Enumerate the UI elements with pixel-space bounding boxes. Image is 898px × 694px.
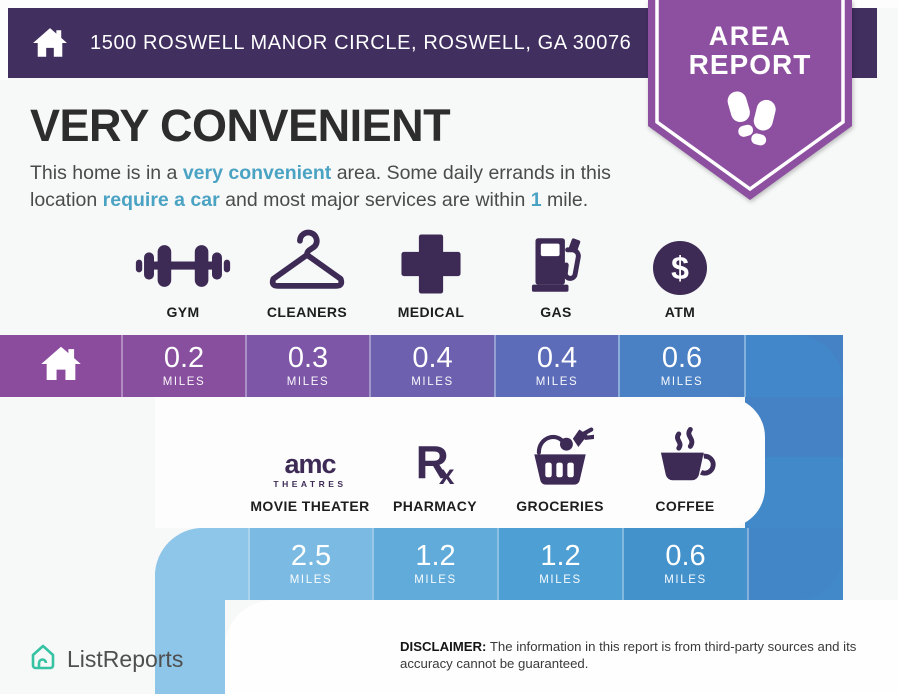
medical-cross-icon [400, 232, 462, 295]
highlight-require-a-car: require a car [102, 188, 220, 211]
badge-line-report: REPORT [688, 49, 812, 81]
footer-panel [225, 600, 898, 694]
distance-value: 1.2 [415, 540, 456, 572]
service-gas: GAS [494, 232, 618, 320]
area-report-badge: AREA REPORT [648, 0, 852, 202]
badge-line-area: AREA [708, 21, 792, 51]
disclaimer-label: DISCLAIMER: [400, 639, 487, 654]
badge-title: AREA REPORT [648, 22, 852, 79]
distance-unit: MILES [539, 574, 582, 586]
distance-bar-row1: 0.2 MILES 0.3 MILES 0.4 MILES 0.4 MILES … [0, 335, 843, 397]
distance-value: 0.6 [665, 540, 706, 572]
amc-logo-main: amc [284, 449, 336, 479]
page-title: VERY CONVENIENT [30, 100, 451, 151]
distance-segment: 0.4 MILES [494, 335, 618, 397]
service-label: GAS [540, 304, 572, 320]
property-address: 1500 ROSWELL MANOR CIRCLE, ROSWELL, GA 3… [90, 31, 632, 54]
hanger-icon [261, 229, 353, 295]
rx-letter-x: x [438, 459, 455, 490]
disclaimer-text: The information in this report is from t… [400, 639, 857, 672]
distance-value: 2.5 [290, 540, 332, 572]
distance-value: 0.4 [412, 342, 453, 374]
footprints-icon [700, 84, 800, 160]
service-label: GYM [166, 304, 200, 320]
coffee-cup-icon [652, 427, 718, 489]
service-label: MOVIE THEATER [250, 498, 370, 514]
service-label: COFFEE [655, 498, 715, 514]
house-icon [32, 27, 68, 59]
service-medical: MEDICAL [369, 232, 493, 320]
gas-pump-icon [523, 232, 589, 295]
distance-unit: MILES [162, 376, 206, 388]
rx-letter-r: R [415, 436, 449, 488]
service-label: ATM [664, 304, 696, 320]
page-margin-left [0, 0, 8, 80]
amc-logo-sub: THEATRES [273, 479, 347, 489]
disclaimer: DISCLAIMER: The information in this repo… [400, 638, 872, 673]
distance-unit: MILES [286, 376, 330, 388]
distance-unit: MILES [411, 376, 454, 388]
highlight-one: 1 [530, 188, 542, 211]
path-turn-top [744, 335, 843, 397]
path-turn-bottom [747, 528, 843, 600]
distance-bar-row2: 2.5 MILES 1.2 MILES 1.2 MILES 0.6 MILES [155, 528, 843, 600]
distance-segment: 0.2 MILES [121, 335, 245, 397]
dollar-sign: $ [653, 241, 707, 295]
service-groceries: GROCERIES [498, 427, 622, 514]
summary-text: This home is in a [30, 162, 183, 184]
summary-text: area. Some daily errands in this locatio… [30, 162, 611, 211]
dumbbell-icon [135, 232, 231, 295]
service-movie-theater: amc THEATRES MOVIE THEATER [248, 428, 372, 515]
service-label: CLEANERS [266, 304, 348, 320]
distance-value: 1.2 [540, 540, 581, 572]
distance-value: 0.4 [536, 342, 578, 374]
service-label: PHARMACY [392, 498, 478, 514]
distance-unit: MILES [660, 376, 704, 388]
service-gym: GYM [121, 232, 245, 320]
rx-icon: R x [416, 428, 455, 489]
summary-paragraph: This home is in a very convenient area. … [30, 160, 642, 214]
distance-value: 0.2 [163, 342, 205, 374]
distance-segment: 0.6 MILES [618, 335, 744, 397]
service-label: MEDICAL [397, 304, 465, 320]
service-label: GROCERIES [516, 498, 604, 514]
distance-value: 0.3 [287, 342, 329, 374]
distance-segment: 2.5 MILES [248, 528, 372, 600]
grocery-basket-icon [526, 427, 594, 489]
home-icon [40, 345, 82, 388]
distance-value: 0.6 [661, 342, 703, 374]
page-margin-top [0, 0, 898, 8]
service-cleaners: CLEANERS [245, 229, 369, 320]
amc-theatres-logo: amc THEATRES [273, 428, 347, 490]
brand-name: ListReports [67, 646, 184, 672]
distance-segment: 0.6 MILES [622, 528, 747, 600]
distance-unit: MILES [414, 574, 457, 586]
path-start-segment [155, 528, 248, 600]
service-atm: $ ATM [618, 232, 742, 320]
distance-segment: 0.4 MILES [369, 335, 494, 397]
distance-segment: 1.2 MILES [372, 528, 497, 600]
summary-text: and most major services are within [219, 188, 531, 211]
distance-unit: MILES [535, 376, 579, 388]
highlight-very-convenient: very convenient [182, 162, 332, 184]
service-coffee: COFFEE [623, 427, 747, 514]
distance-unit: MILES [664, 574, 707, 586]
listreports-house-icon [28, 642, 58, 677]
atm-dollar-icon: $ [653, 232, 707, 295]
distance-segment: 0.3 MILES [245, 335, 369, 397]
listreports-logo: ListReports [28, 642, 183, 677]
distance-segment: 1.2 MILES [497, 528, 622, 600]
distance-unit: MILES [289, 574, 333, 586]
home-segment [0, 335, 121, 397]
service-pharmacy: R x PHARMACY [373, 428, 497, 514]
summary-text: mile. [541, 188, 589, 211]
